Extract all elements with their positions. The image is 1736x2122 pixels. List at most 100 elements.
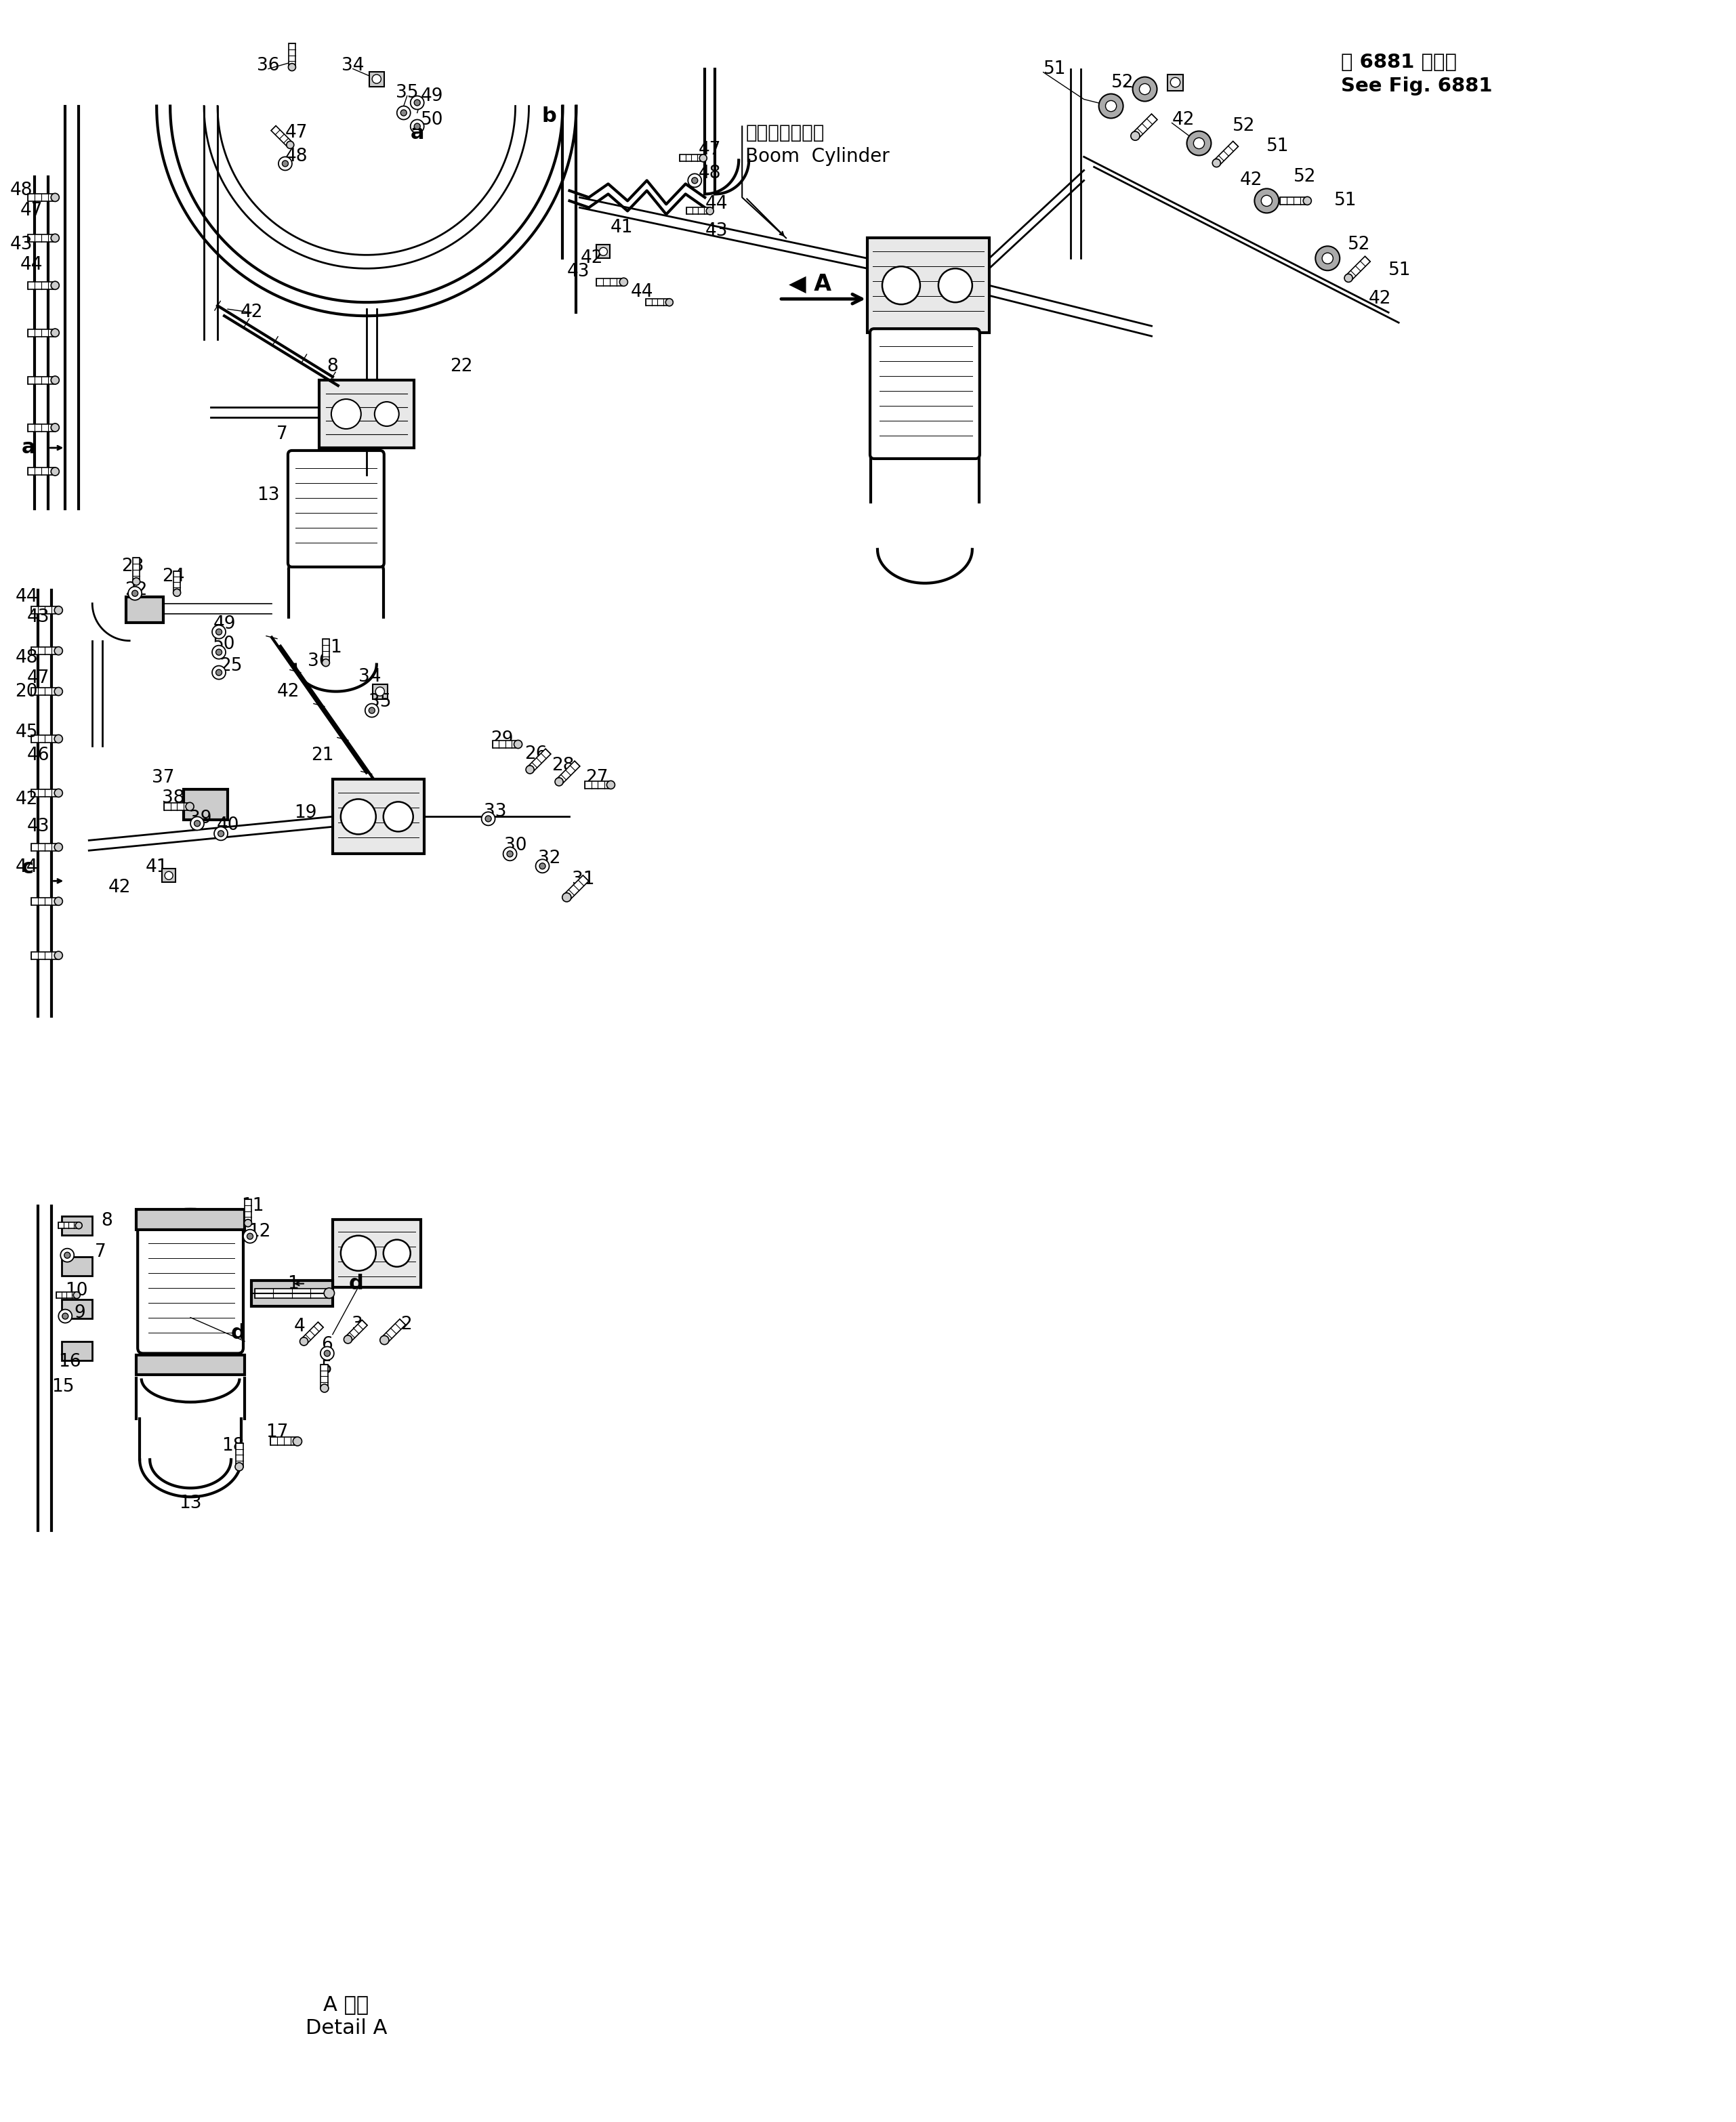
Circle shape	[243, 1229, 257, 1243]
Bar	[161, 868, 175, 883]
Polygon shape	[679, 155, 703, 161]
Text: 7: 7	[94, 1243, 106, 1260]
Polygon shape	[134, 558, 139, 581]
Text: 15: 15	[52, 1379, 75, 1396]
Circle shape	[219, 830, 224, 836]
Bar	[62, 1299, 92, 1318]
Polygon shape	[28, 329, 56, 337]
Circle shape	[132, 590, 137, 596]
Circle shape	[278, 157, 292, 170]
Text: 27: 27	[585, 770, 608, 787]
Text: 44: 44	[16, 859, 38, 876]
Circle shape	[415, 123, 420, 129]
Polygon shape	[288, 42, 295, 68]
Circle shape	[54, 789, 62, 798]
Text: 23: 23	[122, 558, 144, 575]
Circle shape	[245, 1220, 252, 1227]
Circle shape	[50, 282, 59, 289]
Text: 52: 52	[1233, 117, 1255, 136]
Circle shape	[526, 766, 535, 775]
Polygon shape	[557, 762, 580, 785]
Circle shape	[1255, 189, 1279, 212]
FancyBboxPatch shape	[137, 1224, 243, 1354]
Circle shape	[214, 828, 227, 840]
Circle shape	[340, 1235, 377, 1271]
Text: 13: 13	[179, 1494, 201, 1513]
Text: 47: 47	[21, 202, 43, 221]
Text: 42: 42	[1368, 291, 1391, 308]
Polygon shape	[255, 1288, 330, 1299]
Text: 43: 43	[705, 223, 727, 240]
Text: 30: 30	[503, 836, 526, 855]
Circle shape	[1344, 274, 1352, 282]
Text: 34: 34	[358, 668, 382, 685]
Circle shape	[50, 193, 59, 202]
Text: 29: 29	[491, 730, 514, 747]
Circle shape	[50, 233, 59, 242]
Circle shape	[132, 577, 141, 586]
Text: 49: 49	[420, 87, 443, 104]
Circle shape	[1304, 197, 1311, 206]
Polygon shape	[528, 749, 550, 772]
Text: 36: 36	[257, 57, 279, 74]
Text: 5: 5	[321, 1360, 333, 1377]
Circle shape	[186, 802, 194, 811]
Polygon shape	[28, 233, 56, 242]
Polygon shape	[59, 1222, 78, 1229]
Circle shape	[384, 802, 413, 832]
Circle shape	[372, 74, 382, 83]
Bar	[62, 1216, 92, 1235]
Text: 42: 42	[108, 879, 130, 898]
Polygon shape	[302, 1322, 323, 1343]
Circle shape	[398, 106, 410, 119]
Bar	[62, 1341, 92, 1360]
Text: 7: 7	[276, 427, 288, 443]
Text: 50: 50	[214, 634, 236, 654]
Polygon shape	[1213, 142, 1238, 166]
Circle shape	[365, 705, 378, 717]
Bar	[333, 779, 424, 853]
Circle shape	[50, 424, 59, 431]
Text: 48: 48	[10, 182, 33, 199]
Circle shape	[215, 668, 222, 675]
Circle shape	[212, 666, 226, 679]
Text: 24: 24	[161, 567, 186, 586]
Polygon shape	[686, 208, 710, 214]
Text: 8: 8	[326, 359, 339, 376]
Polygon shape	[174, 571, 181, 592]
Polygon shape	[31, 688, 59, 696]
Bar	[137, 1354, 245, 1375]
Text: 1: 1	[330, 639, 342, 656]
Text: 9: 9	[75, 1303, 85, 1322]
Circle shape	[1194, 138, 1205, 149]
Polygon shape	[31, 734, 59, 743]
Circle shape	[401, 110, 406, 117]
Polygon shape	[28, 376, 56, 384]
Polygon shape	[28, 467, 56, 475]
Circle shape	[293, 1437, 302, 1445]
Circle shape	[64, 1252, 71, 1258]
Polygon shape	[28, 282, 56, 289]
Circle shape	[486, 815, 491, 821]
Polygon shape	[493, 741, 517, 747]
Text: 37: 37	[153, 770, 175, 787]
Circle shape	[332, 399, 361, 429]
Polygon shape	[1132, 115, 1158, 138]
Bar	[373, 683, 387, 698]
Bar	[127, 596, 163, 622]
Text: 40: 40	[217, 817, 240, 834]
Text: 32: 32	[538, 849, 561, 868]
Polygon shape	[165, 802, 189, 811]
Circle shape	[540, 864, 545, 870]
Circle shape	[665, 299, 674, 306]
Circle shape	[286, 142, 293, 149]
Circle shape	[321, 1347, 333, 1360]
Text: 47: 47	[26, 668, 50, 688]
Bar	[319, 380, 413, 448]
Text: 22: 22	[450, 359, 472, 376]
Circle shape	[1170, 79, 1180, 87]
Circle shape	[54, 734, 62, 743]
Text: 8: 8	[101, 1212, 113, 1229]
Text: 43: 43	[568, 263, 590, 280]
Circle shape	[1187, 132, 1212, 155]
